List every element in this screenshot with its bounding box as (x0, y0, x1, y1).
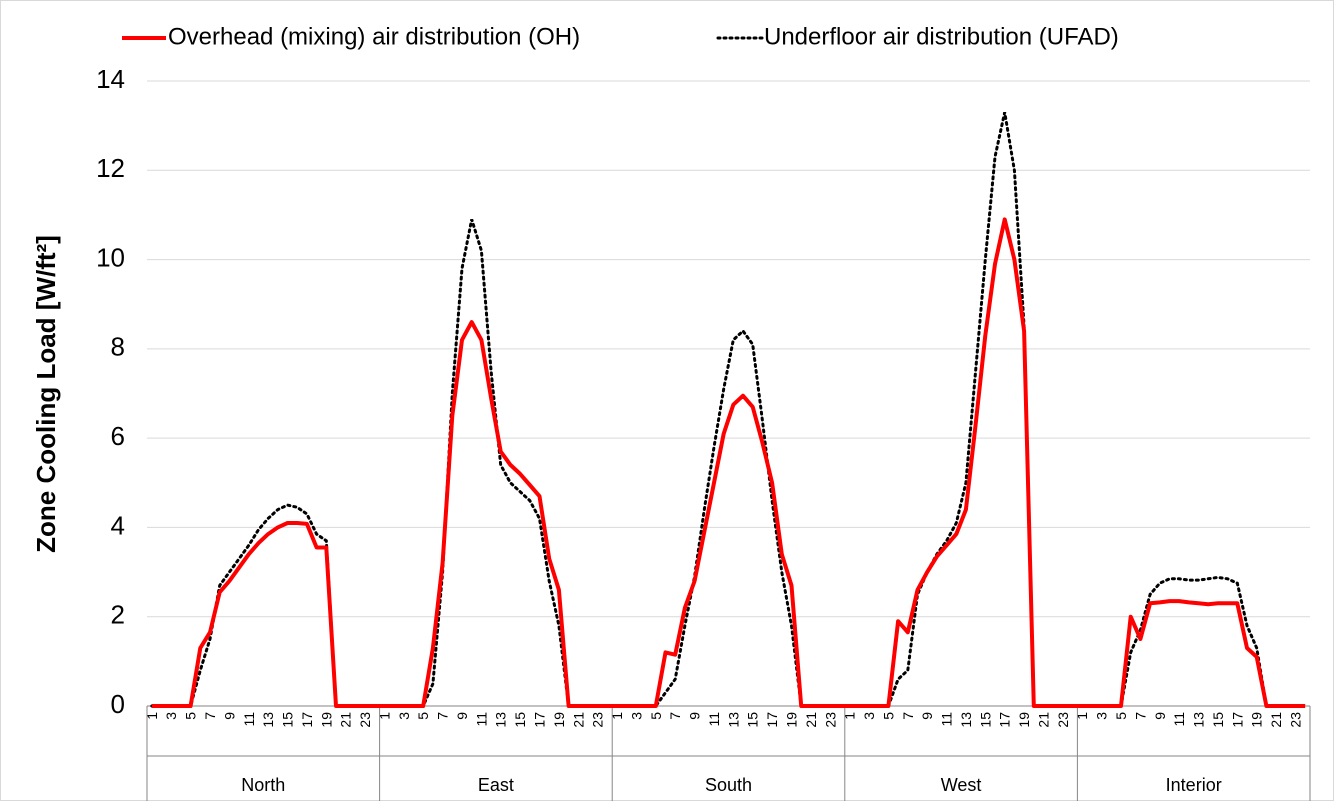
x-tick-label: 15 (1210, 712, 1226, 728)
x-tick-label: 1 (609, 712, 625, 720)
x-tick-label: 21 (338, 712, 354, 728)
series-line (151, 217, 1306, 708)
x-tick-label: 7 (900, 712, 916, 720)
x-tick-label: 9 (1152, 712, 1168, 720)
x-tick-label: 17 (532, 712, 548, 728)
x-tick-label: 11 (706, 712, 722, 727)
group-label: South (705, 775, 752, 795)
y-tick-label: 8 (111, 332, 125, 362)
x-tick-label: 1 (842, 712, 858, 720)
x-tick-label: 1 (376, 712, 392, 720)
x-tick-label: 23 (590, 712, 606, 728)
x-tick-label: 21 (570, 712, 586, 728)
x-tick-label: 13 (260, 712, 276, 728)
x-tick-label: 5 (1113, 712, 1129, 720)
y-axis-label: Zone Cooling Load [W/ft²] (31, 235, 61, 553)
x-tick-label: 19 (783, 712, 799, 728)
x-tick-label: 11 (939, 712, 955, 727)
x-tick-label: 13 (1191, 712, 1207, 728)
y-tick-label: 12 (96, 153, 125, 183)
x-tick-label: 5 (880, 712, 896, 720)
x-tick-label: 1 (144, 712, 160, 720)
x-tick-label: 3 (628, 712, 644, 720)
x-tick-label: 3 (396, 712, 412, 720)
x-tick-label: 23 (357, 712, 373, 728)
x-tick-label: 21 (803, 712, 819, 728)
x-tick-label: 17 (764, 712, 780, 728)
group-label: Interior (1166, 775, 1222, 795)
legend-label: Underfloor air distribution (UFAD) (764, 23, 1119, 50)
x-tick-label: 5 (415, 712, 431, 720)
x-tick-label: 21 (1035, 712, 1051, 728)
legend-label: Overhead (mixing) air distribution (OH) (168, 23, 580, 50)
x-tick-label: 23 (822, 712, 838, 728)
x-tick-label: 9 (687, 712, 703, 720)
x-tick-label: 15 (977, 712, 993, 728)
x-tick-label: 3 (1094, 712, 1110, 720)
group-label: West (941, 775, 982, 795)
x-tick-label: 11 (1171, 712, 1187, 727)
x-tick-label: 23 (1287, 712, 1303, 728)
x-tick-label: 3 (861, 712, 877, 720)
x-tick-label: 7 (202, 712, 218, 720)
x-tick-label: 17 (997, 712, 1013, 728)
group-label: East (478, 775, 514, 795)
x-tick-label: 15 (745, 712, 761, 728)
y-tick-label: 10 (96, 242, 125, 272)
x-tick-label: 11 (241, 712, 257, 727)
y-tick-label: 2 (111, 600, 125, 630)
x-tick-label: 3 (163, 712, 179, 720)
x-tick-label: 17 (299, 712, 315, 728)
x-tick-label: 9 (454, 712, 470, 720)
x-tick-label: 17 (1229, 712, 1245, 728)
x-tick-label: 13 (725, 712, 741, 728)
x-tick-label: 5 (648, 712, 664, 720)
x-tick-label: 19 (1249, 712, 1265, 728)
x-tick-label: 21 (1268, 712, 1284, 728)
group-label: North (241, 775, 285, 795)
y-tick-label: 0 (111, 689, 125, 719)
x-tick-label: 13 (493, 712, 509, 728)
x-tick-label: 19 (318, 712, 334, 728)
x-tick-label: 9 (919, 712, 935, 720)
y-tick-label: 14 (96, 64, 125, 94)
x-tick-label: 19 (1016, 712, 1032, 728)
x-tick-label: 1 (1074, 712, 1090, 720)
x-tick-label: 11 (473, 712, 489, 727)
x-tick-label: 9 (221, 712, 237, 720)
x-tick-label: 5 (183, 712, 199, 720)
x-tick-label: 23 (1055, 712, 1071, 728)
x-tick-label: 7 (435, 712, 451, 720)
x-tick-label: 13 (958, 712, 974, 728)
y-tick-label: 6 (111, 421, 125, 451)
x-tick-label: 15 (280, 712, 296, 728)
x-tick-label: 7 (1132, 712, 1148, 720)
x-tick-label: 19 (551, 712, 567, 728)
x-tick-label: 7 (667, 712, 683, 720)
x-tick-label: 15 (512, 712, 528, 728)
y-tick-label: 4 (111, 510, 125, 540)
